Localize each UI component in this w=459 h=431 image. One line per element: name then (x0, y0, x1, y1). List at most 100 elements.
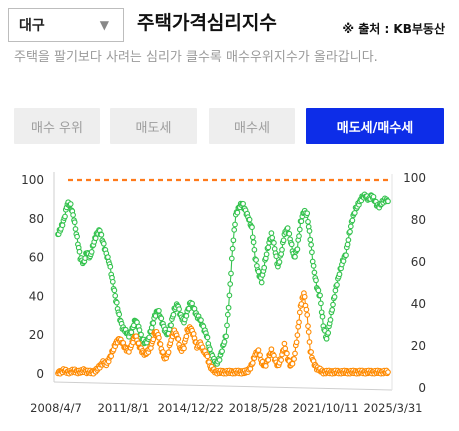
data-point (292, 253, 298, 260)
data-point (240, 200, 246, 207)
data-point (168, 322, 174, 329)
series-1 (55, 290, 391, 377)
data-point (158, 315, 165, 322)
data-point (72, 226, 79, 232)
plot-frame (53, 172, 393, 391)
y-left-tick-label: 20 (29, 328, 44, 342)
data-point (334, 282, 340, 288)
data-point (108, 353, 115, 359)
data-point (62, 213, 68, 220)
data-point (111, 287, 118, 294)
data-point (319, 313, 326, 320)
data-point (224, 311, 231, 318)
data-point (294, 246, 301, 253)
data-point (336, 271, 343, 278)
data-point (271, 240, 277, 246)
data-point (262, 363, 269, 369)
data-point (226, 292, 233, 299)
data-point (318, 300, 324, 307)
data-point (88, 249, 95, 255)
data-point (330, 301, 336, 308)
data-point (71, 219, 78, 226)
data-point (325, 330, 332, 336)
data-point (293, 339, 300, 346)
data-point (301, 293, 308, 300)
data-point (258, 279, 265, 286)
buy-dominance-button[interactable]: 매수 우위 (14, 108, 100, 144)
data-point (249, 234, 256, 241)
data-point (150, 320, 157, 326)
data-point (289, 360, 296, 367)
data-point (308, 349, 314, 355)
data-point (304, 210, 311, 217)
region-select[interactable]: 대구 ▼ (8, 8, 124, 42)
data-point (175, 336, 182, 342)
data-point (74, 233, 80, 240)
data-point (223, 333, 229, 340)
frame-bottom-edge (53, 381, 393, 391)
data-point (345, 237, 352, 243)
data-point (232, 221, 238, 228)
data-point (112, 292, 119, 299)
data-point (351, 210, 358, 216)
data-point (265, 357, 272, 363)
data-point (323, 335, 330, 342)
source-note: ※ 출처 : KB부동산 (342, 22, 445, 36)
data-point (279, 246, 285, 253)
data-point (291, 356, 297, 362)
data-point (327, 317, 334, 323)
data-point (230, 237, 237, 244)
data-point (286, 230, 293, 237)
data-point (234, 209, 241, 216)
x-tick-label: 2008/4/7 (30, 401, 82, 415)
data-point (309, 249, 315, 256)
data-point (278, 357, 285, 363)
data-point (268, 230, 275, 236)
data-point (249, 360, 256, 366)
data-point (385, 369, 391, 375)
data-point (303, 306, 310, 313)
data-point (331, 294, 338, 300)
data-point (181, 345, 187, 352)
data-point (156, 334, 162, 341)
seller-buyer-trend-button[interactable]: 매도세/매수세 (306, 108, 444, 144)
data-point (288, 241, 295, 248)
data-point (385, 198, 391, 205)
data-point (100, 240, 107, 247)
x-tick-label: 2021/10/11 (292, 401, 358, 415)
data-point (313, 277, 319, 284)
x-tick-label: 2025/3/31 (364, 401, 423, 415)
data-point (305, 218, 311, 225)
y-right-tick-label: 80 (411, 213, 426, 227)
data-point (292, 350, 298, 357)
data-point (263, 251, 270, 258)
data-point (305, 323, 311, 329)
seller-trend-button[interactable]: 매도세 (110, 108, 197, 144)
data-point (67, 201, 74, 207)
data-point (107, 263, 114, 270)
x-tick-label: 2011/8/1 (98, 401, 150, 415)
y-left-tick-label: 80 (29, 212, 44, 226)
data-point (280, 237, 287, 244)
data-point (183, 333, 190, 340)
data-point (116, 311, 123, 318)
data-point (156, 307, 162, 314)
data-point (251, 246, 258, 253)
data-point (306, 339, 313, 345)
data-point (255, 347, 262, 353)
buyer-trend-button[interactable]: 매수세 (209, 108, 295, 144)
data-point (311, 269, 318, 276)
data-point (257, 352, 263, 358)
data-point (250, 239, 257, 246)
data-point (136, 327, 143, 333)
data-point (268, 346, 275, 353)
region-select-value: 대구 (19, 18, 45, 34)
data-point (148, 324, 155, 331)
data-point (276, 259, 283, 265)
page-title: 주택가격심리지수 (137, 12, 277, 34)
y-right-tick-label: 0 (418, 381, 426, 395)
data-point (157, 341, 164, 347)
data-point (329, 307, 336, 313)
data-point (306, 228, 313, 234)
data-point (308, 241, 314, 248)
